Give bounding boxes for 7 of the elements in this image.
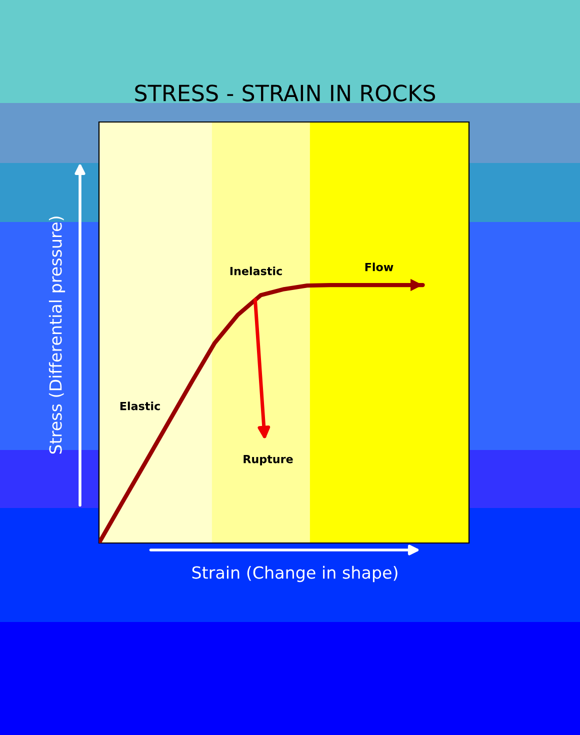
- y-axis-title: Stress (Differential pressure): [48, 216, 66, 454]
- text: Flow: [365, 262, 394, 272]
- annotation: Rupture: [244, 454, 293, 466]
- annotation: Elastic: [120, 402, 160, 410]
- text: Inelastic: [230, 266, 282, 276]
- chart-title: STRESS - STRAIN IN ROCKS: [135, 84, 436, 102]
- x-axis-title: Strain (Change in shape): [192, 566, 398, 582]
